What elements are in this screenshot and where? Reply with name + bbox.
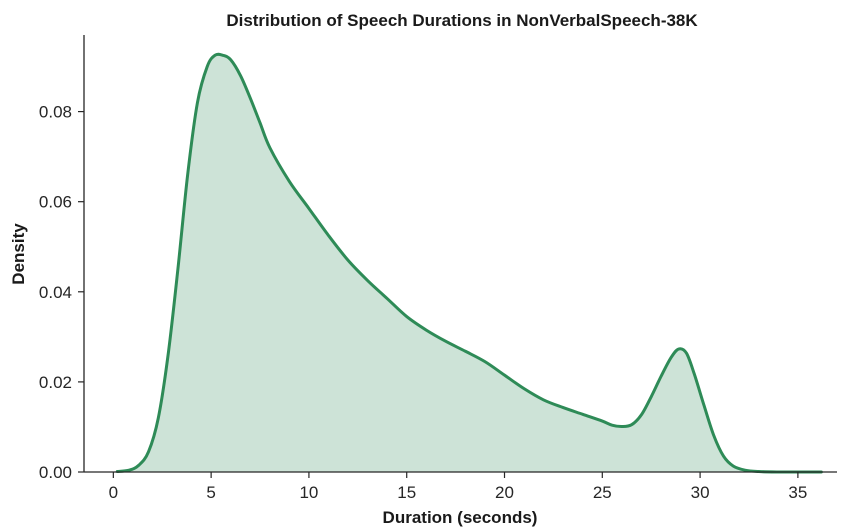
axis-ticks: 0 5 10 15 20 25 30 35 0.00 0.02 0.04 0.06 0.08 [39,103,807,502]
x-tick-label: 20 [495,483,514,502]
x-tick-label: 10 [299,483,318,502]
density-area-0 [117,54,822,473]
x-axis-label: Duration (seconds) [383,508,538,527]
plot-area [115,52,823,474]
y-axis-label: Density [9,223,28,285]
y-tick-label: 0.02 [39,373,72,392]
y-tick-label: 0.00 [39,463,72,482]
x-tick-label: 0 [109,483,118,502]
x-tick-label: 30 [691,483,710,502]
x-tick-label: 15 [397,483,416,502]
y-tick-label: 0.08 [39,103,72,122]
x-tick-label: 5 [206,483,215,502]
density-line-0 [115,52,823,474]
x-tick-label: 25 [593,483,612,502]
x-tick-label: 35 [788,483,807,502]
y-tick-label: 0.04 [39,283,72,302]
chart-title: Distribution of Speech Durations in NonV… [226,11,698,30]
y-tick-label: 0.06 [39,193,72,212]
